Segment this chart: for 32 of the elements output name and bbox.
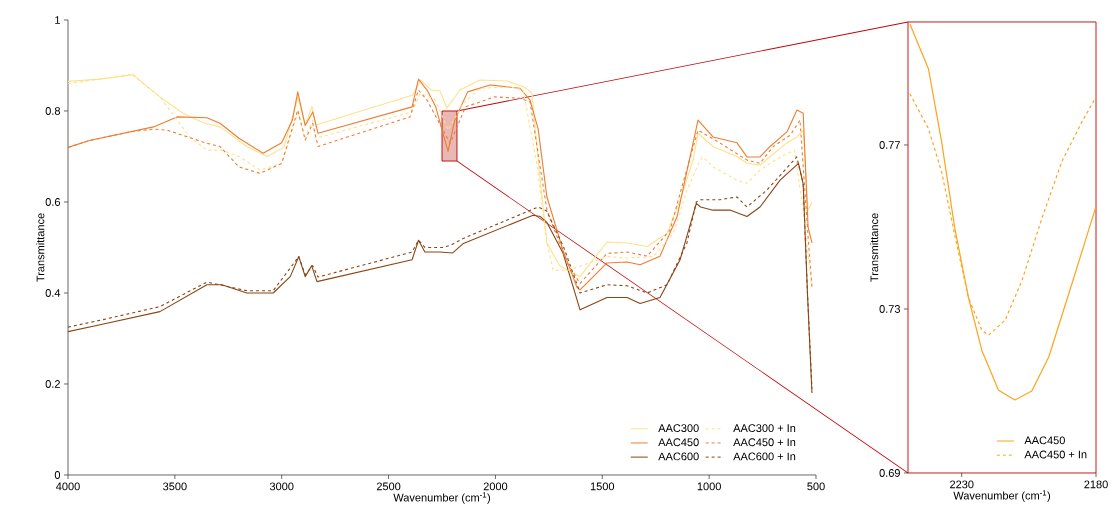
x-tick-label: 500	[807, 482, 825, 491]
legend-label: AAC600	[658, 452, 699, 461]
x-axis-title: Wavenumber (cm$^{-1}$)	[393, 492, 491, 504]
x-tick-label: 1500	[590, 482, 615, 491]
legend-label: AAC450	[1024, 436, 1065, 445]
y-tick-label: 0.2	[45, 380, 60, 388]
y-tick-label: 0	[54, 471, 61, 479]
x-tick-label: 2000	[483, 482, 508, 491]
y-axis-title: Transmittance	[36, 213, 45, 282]
legend-label: AAC300 + In	[733, 424, 796, 432]
legend-label: AAC450 + In	[1024, 450, 1087, 459]
y-tick-label: 0.8	[45, 107, 60, 115]
y-tick-label: 0.6	[45, 198, 60, 206]
legend-label: AAC450 + In	[733, 438, 796, 447]
x-tick-label: 1000	[697, 482, 721, 491]
y-tick-label: 0.77	[879, 141, 900, 149]
y-tick-label: 0.73	[879, 305, 901, 313]
x-tick-label: 2500	[376, 482, 401, 491]
y-tick-label: 0.69	[879, 469, 900, 477]
legend-label: AAC600 + In	[733, 452, 796, 461]
legend-label: AAC450	[658, 438, 699, 447]
y-tick-label: 1	[55, 16, 60, 24]
x-tick-label: 4000	[56, 482, 80, 491]
x-axis-title: Wavenumber (cm$^{-1}$)	[953, 490, 1051, 502]
line-series	[909, 23, 1097, 401]
x-tick-label: 3500	[163, 482, 187, 491]
y-tick-label: 0.4	[45, 289, 61, 297]
x-tick-label: 2230	[950, 480, 974, 489]
legend-label: AAC300	[658, 424, 699, 432]
x-tick-label: 2180	[1084, 480, 1108, 489]
x-tick-label: 3000	[269, 482, 294, 491]
y-axis-title: Transmittance	[870, 213, 879, 282]
